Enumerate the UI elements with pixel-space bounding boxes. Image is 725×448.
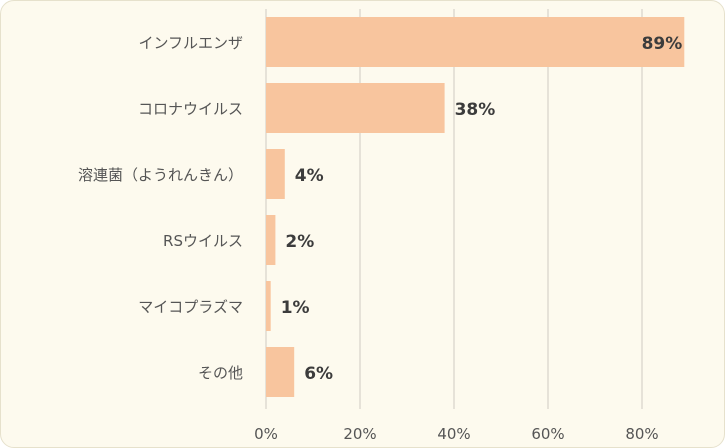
- bar: [266, 83, 445, 133]
- x-tick-label: 0%: [254, 425, 278, 443]
- category-label: コロナウイルス: [138, 100, 243, 118]
- data-label: 2%: [285, 232, 314, 252]
- x-tick-label: 60%: [531, 425, 564, 443]
- data-label: 38%: [455, 100, 496, 120]
- data-label: 6%: [304, 364, 333, 384]
- x-tick-label: 40%: [437, 425, 470, 443]
- bar: [266, 17, 685, 67]
- bar: [266, 347, 295, 397]
- category-label: インフルエンザ: [138, 34, 243, 52]
- bar: [266, 149, 285, 199]
- x-tick-label: 80%: [625, 425, 658, 443]
- category-label: その他: [198, 364, 243, 382]
- x-tick-label: 20%: [343, 425, 376, 443]
- data-label: 89%: [642, 34, 683, 54]
- bar: [266, 281, 271, 331]
- category-label: RSウイルス: [163, 232, 243, 250]
- data-label: 1%: [281, 298, 310, 318]
- data-label: 4%: [295, 166, 324, 186]
- category-label: マイコプラズマ: [138, 298, 243, 316]
- category-label: 溶連菌（ようれんきん）: [78, 166, 243, 184]
- bar: [266, 215, 276, 265]
